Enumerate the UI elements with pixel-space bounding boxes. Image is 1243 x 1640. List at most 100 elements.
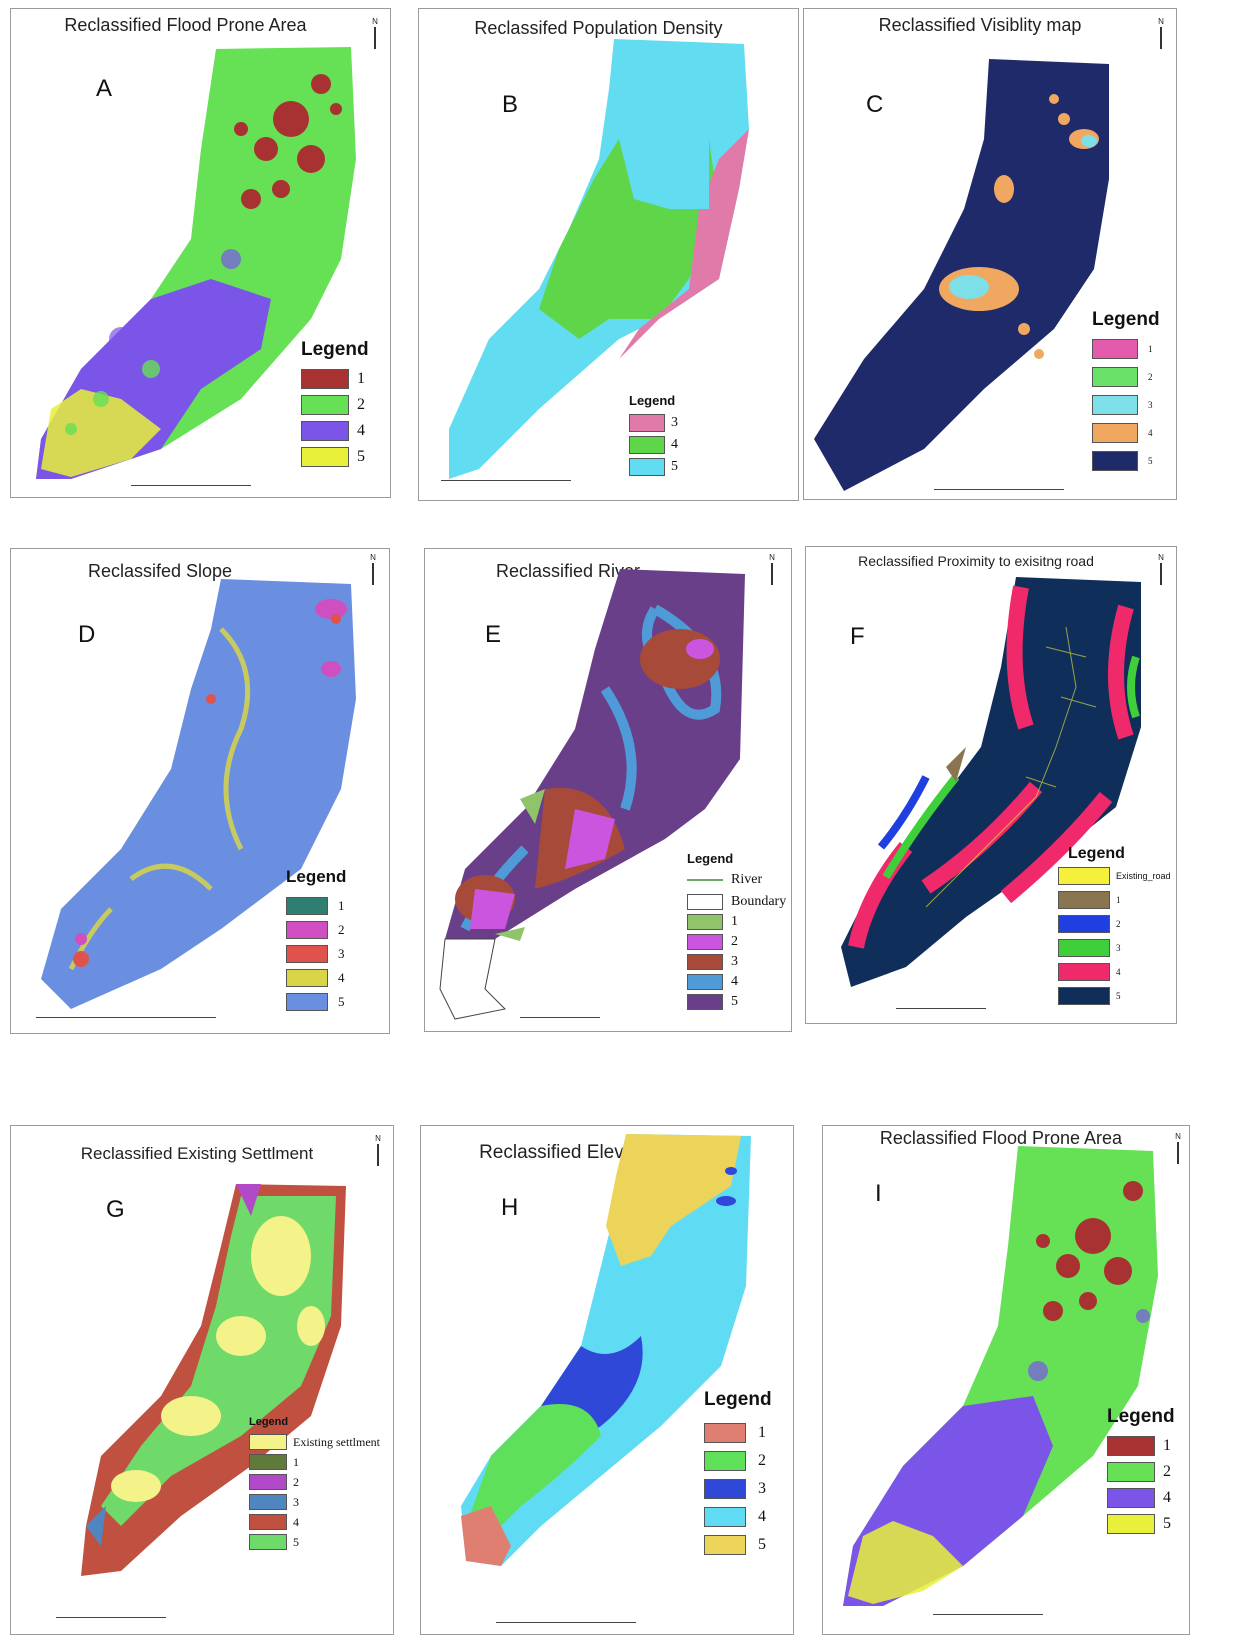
legend-label: 4 (1163, 1489, 1171, 1506)
map-legend: Legend 1 2 3 4 5 (704, 1389, 772, 1555)
legend-swatch (1092, 423, 1138, 443)
legend-label: River (731, 872, 763, 887)
legend-item: 2 (1058, 915, 1171, 933)
legend-item: 3 (286, 945, 346, 963)
legend-title: Legend (286, 867, 347, 886)
legend-label: 5 (1163, 1515, 1171, 1532)
legend-item: Boundary (687, 894, 786, 910)
legend-label: 4 (758, 1508, 766, 1525)
map-panel-a: Reclassified Flood Prone Area A N Legend… (10, 8, 391, 498)
legend-swatch (687, 894, 723, 910)
legend-swatch (1058, 939, 1110, 957)
legend-item: 5 (1107, 1514, 1175, 1534)
legend-item: 3 (687, 954, 786, 970)
river-line-icon (687, 879, 723, 881)
legend-label: Boundary (731, 894, 787, 909)
panel-letter: I (875, 1180, 882, 1207)
legend-label: 4 (671, 437, 678, 452)
map-panel-f: Reclassified Proximity to exisitng road … (805, 546, 1177, 1024)
legend-item: 4 (1092, 423, 1160, 443)
legend-swatch (687, 994, 723, 1010)
legend-item: 4 (629, 436, 678, 454)
north-arrow-icon: N (1154, 553, 1168, 585)
legend-label: 5 (357, 448, 365, 465)
panel-letter: E (485, 621, 502, 648)
legend-label: 5 (1148, 456, 1153, 466)
legend-item: 2 (249, 1474, 380, 1490)
legend-item: 1 (1092, 339, 1160, 359)
legend-item: 5 (629, 458, 678, 476)
legend-item: 2 (1107, 1462, 1175, 1482)
legend-label: 2 (1148, 372, 1153, 382)
legend-swatch (704, 1451, 746, 1471)
legend-swatch (249, 1474, 287, 1490)
legend-swatch (1107, 1514, 1155, 1534)
flood-prone-map (36, 47, 356, 479)
legend-label: 2 (1116, 919, 1121, 929)
legend-item: 4 (286, 969, 346, 987)
legend-item: 3 (249, 1494, 380, 1510)
legend-item: 5 (249, 1534, 380, 1550)
north-arrow-icon: N (368, 17, 382, 49)
scale-bar (520, 1011, 600, 1018)
legend-swatch (286, 945, 328, 963)
legend-swatch (301, 421, 349, 441)
legend-swatch (1058, 867, 1110, 885)
panel-letter: A (96, 75, 113, 102)
legend-item: 5 (687, 994, 786, 1010)
map-panel-i: Reclassified Flood Prone Area I N Legend… (822, 1125, 1190, 1635)
panel-title: Reclassified Flood Prone Area (64, 15, 307, 35)
legend-title: Legend (1107, 1406, 1175, 1427)
legend-label: 3 (1148, 400, 1153, 410)
legend-item: 3 (629, 414, 678, 432)
legend-item: 1 (301, 369, 369, 389)
legend-label: 3 (758, 1480, 766, 1497)
map-panel-c: Reclassified Visiblity map C N Legend 1 … (803, 8, 1177, 500)
north-arrow-icon: N (1171, 1132, 1185, 1164)
legend-item: 5 (1058, 987, 1171, 1005)
legend-swatch (1058, 915, 1110, 933)
legend-swatch (687, 954, 723, 970)
legend-label: Existing_road (1116, 871, 1171, 881)
map-legend: Legend Existing settlment 1 2 3 4 5 (249, 1416, 380, 1550)
legend-swatch (1107, 1462, 1155, 1482)
legend-item: 2 (286, 921, 346, 939)
legend-label: 5 (671, 459, 678, 474)
legend-swatch (704, 1423, 746, 1443)
scale-bar (131, 479, 251, 486)
north-arrow-icon: N (765, 553, 779, 585)
legend-label: 3 (731, 954, 738, 969)
panel-letter: G (106, 1196, 125, 1223)
map-legend: Legend 1 2 3 4 5 (286, 867, 346, 1011)
legend-swatch (286, 921, 328, 939)
legend-item: 1 (286, 897, 346, 915)
map-legend: Legend 1 2 3 4 5 (1092, 309, 1160, 471)
panel-title: Reclassified Flood Prone Area (879, 1128, 1123, 1148)
scale-bar (496, 1616, 636, 1623)
panel-letter: D (78, 621, 96, 648)
visibility-map (814, 59, 1109, 491)
legend-item: 4 (687, 974, 786, 990)
legend-label: 1 (1116, 895, 1121, 905)
legend-swatch (1058, 891, 1110, 909)
map-panel-b: Reclassifed Population Density B Legend … (418, 8, 799, 501)
panel-title: Reclassifed Population Density (474, 18, 723, 38)
legend-swatch (687, 974, 723, 990)
legend-swatch (1092, 451, 1138, 471)
map-panel-e: Reclassified River E N Legend River Boun… (424, 548, 792, 1032)
north-arrow-icon: N (366, 553, 380, 585)
legend-item: 1 (704, 1423, 772, 1443)
legend-item: 5 (301, 447, 369, 467)
legend-item: 4 (301, 421, 369, 441)
legend-item: 2 (301, 395, 369, 415)
legend-swatch (1092, 367, 1138, 387)
flood-prone-map-i (843, 1146, 1158, 1606)
panel-title: Reclassified Proximity to exisitng road (858, 553, 1094, 569)
legend-label: 4 (731, 974, 738, 989)
legend-swatch (286, 969, 328, 987)
map-legend: Legend 3 4 5 (629, 393, 678, 476)
elevation-map (461, 1134, 751, 1566)
legend-title: Legend (687, 851, 734, 866)
legend-label: 5 (731, 994, 738, 1009)
legend-label: 1 (338, 898, 345, 913)
